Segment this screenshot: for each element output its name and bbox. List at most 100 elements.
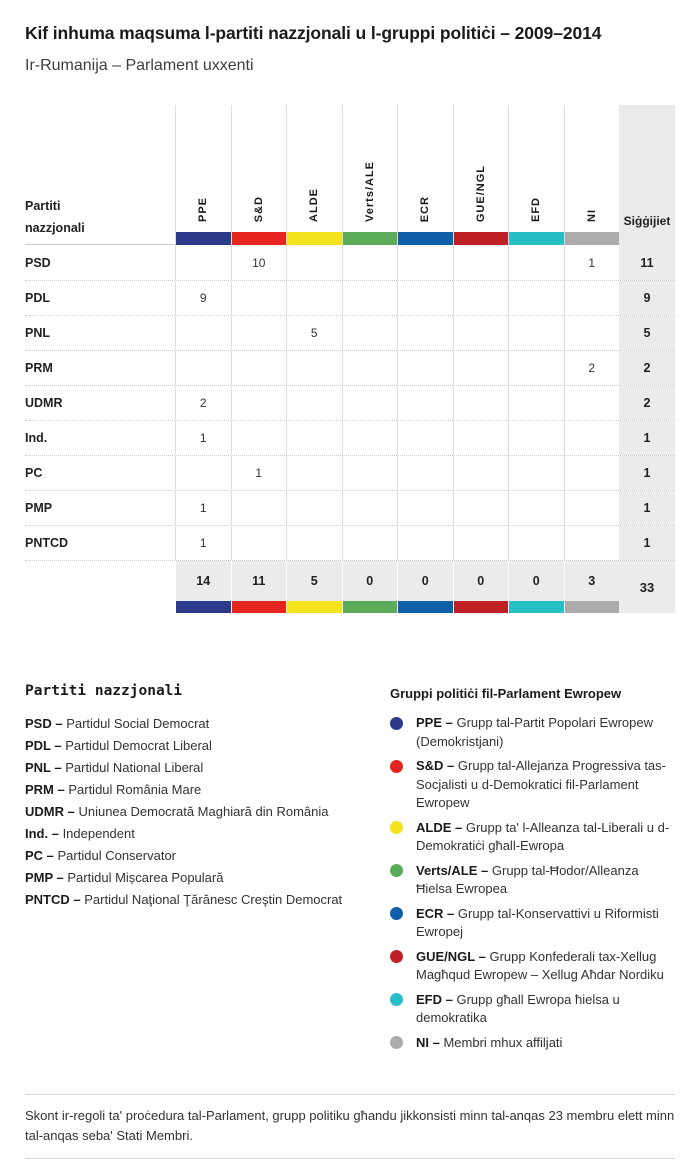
seat-count-cell	[230, 316, 287, 350]
seat-count-cell	[452, 281, 509, 315]
table-row: Ind. 1 1	[25, 420, 675, 455]
total-color-bar	[286, 601, 342, 613]
group-column-label: ALDE	[308, 188, 321, 222]
seat-count-cell: 1	[563, 245, 620, 280]
seat-count-cell	[508, 386, 564, 420]
group-column-header: ECR	[397, 105, 453, 245]
total-column: 11	[230, 561, 286, 613]
legend-national-parties: Partiti nazzjonali PSD – Partidul Social…	[25, 683, 390, 1058]
party-legend-name: Partidul Social Democrat	[66, 716, 210, 731]
group-legend-abbr: Verts/ALE –	[416, 862, 492, 878]
seat-count-cell	[175, 456, 231, 490]
table-row: PMP 1 1	[25, 490, 675, 525]
total-color-bar	[397, 601, 453, 613]
total-color-bar	[175, 601, 231, 613]
seat-count-cell	[341, 281, 398, 315]
total-column: 3	[563, 561, 619, 613]
seat-count-cell	[397, 316, 453, 350]
seat-count-cell	[508, 421, 564, 455]
group-column-label: PPE	[197, 196, 210, 222]
group-color-dot-icon	[390, 716, 403, 730]
seat-count-cell	[341, 245, 398, 280]
group-legend-item: PPE – Grupp tal-Partit Popolari Ewropew …	[390, 714, 675, 751]
seat-count-cell	[286, 526, 342, 560]
group-column-header: NI	[563, 105, 619, 245]
seat-count-cell	[452, 351, 509, 385]
party-legend-name: Uniunea Democrată Maghiară din România	[78, 804, 329, 819]
party-legend-name: Partidul România Mare	[68, 782, 202, 797]
group-legend-abbr: ECR –	[416, 905, 458, 921]
seat-count-cell	[397, 491, 453, 525]
seat-count-cell	[175, 245, 231, 280]
seat-count-cell	[230, 351, 287, 385]
group-legend-abbr: EFD –	[416, 991, 457, 1007]
group-color-dot-icon	[390, 993, 403, 1006]
seat-count-cell	[175, 351, 231, 385]
total-color-bar	[452, 601, 508, 613]
party-legend-abbr: PC –	[25, 848, 58, 863]
seat-count-cell	[397, 281, 453, 315]
party-legend-name: Partidul National Liberal	[65, 760, 204, 775]
group-legend-desc: Grupp Konfederali tax-Xellug Magħqud Ewr…	[416, 948, 664, 983]
group-legend-desc: Grupp tal-Konservattivi u Riformisti Ewr…	[416, 905, 659, 940]
group-legend-abbr: PPE –	[416, 715, 457, 730]
seat-count-cell	[286, 421, 342, 455]
total-color-bar	[508, 601, 564, 613]
legend-parties-list: PSD – Partidul Social Democrat PDL – Par…	[25, 713, 390, 911]
group-column-label: Verts/ALE	[363, 161, 376, 222]
group-legend-item: ECR – Grupp tal-Konservattivi u Riformis…	[390, 905, 675, 942]
party-legend-item: PNTCD – Partidul Naţional Ţărănesc Creşt…	[25, 889, 390, 911]
seat-count-cell	[397, 526, 453, 560]
seat-count-cell	[563, 491, 620, 525]
total-color-bar	[230, 601, 286, 613]
group-legend-abbr: GUE/NGL –	[416, 948, 490, 964]
legend-parties-heading: Partiti nazzjonali	[25, 683, 183, 699]
group-column-header: EFD	[508, 105, 564, 245]
seat-count-cell	[341, 386, 398, 420]
seat-count-cell	[341, 526, 398, 560]
group-color-bar	[398, 232, 453, 245]
seat-count-cell	[508, 316, 564, 350]
seat-count-cell	[508, 526, 564, 560]
group-color-bar	[231, 232, 286, 245]
seat-count-cell	[452, 386, 509, 420]
row-total-cell: 1	[619, 421, 675, 455]
group-color-dot-icon	[390, 864, 403, 877]
group-legend-desc: Grupp għall Ewropa ħielsa u demokratika	[416, 991, 620, 1026]
party-legend-abbr: PSD –	[25, 716, 67, 731]
party-name: UDMR	[25, 396, 63, 410]
seat-count-cell: 2	[175, 386, 231, 420]
group-column-header: S&D	[230, 105, 286, 245]
seat-count-cell	[563, 421, 620, 455]
group-color-dot-icon	[390, 821, 403, 834]
group-color-bar	[564, 232, 619, 245]
total-color-bar	[341, 601, 397, 613]
total-column: 5	[286, 561, 342, 613]
seat-count-cell	[397, 386, 453, 420]
party-name: PSD	[25, 255, 51, 270]
total-column: 0	[397, 561, 453, 613]
party-legend-name: Partidul Naţional Ţărănesc Creştin Democ…	[84, 892, 343, 907]
group-legend-abbr: S&D –	[416, 758, 458, 773]
party-legend-abbr: PMP –	[25, 870, 68, 885]
seat-count-cell: 9	[175, 281, 231, 315]
table-row: PNTCD 1 1	[25, 525, 675, 560]
party-legend-item: PMP – Partidul Mișcarea Populară	[25, 867, 390, 889]
legend-groups-list: PPE – Grupp tal-Partit Popolari Ewropew …	[390, 714, 675, 1052]
seat-count-cell	[286, 281, 342, 315]
seat-count-cell	[452, 421, 509, 455]
page-subtitle: Ir-Rumanija – Parlament uxxenti	[25, 57, 254, 74]
seat-count-cell: 1	[175, 526, 231, 560]
group-column-header: Verts/ALE	[341, 105, 397, 245]
group-legend-abbr: NI –	[416, 1034, 444, 1050]
group-color-dot-icon	[390, 907, 403, 920]
total-color-bar	[563, 601, 619, 613]
seat-count-cell	[508, 245, 564, 280]
table-row: PSD 10 1 11	[25, 245, 675, 280]
group-legend-item: EFD – Grupp għall Ewropa ħielsa u demokr…	[390, 991, 675, 1028]
party-legend-name: Independent	[62, 826, 135, 841]
group-column-label: S&D	[252, 195, 265, 222]
divider-top	[25, 1094, 675, 1095]
